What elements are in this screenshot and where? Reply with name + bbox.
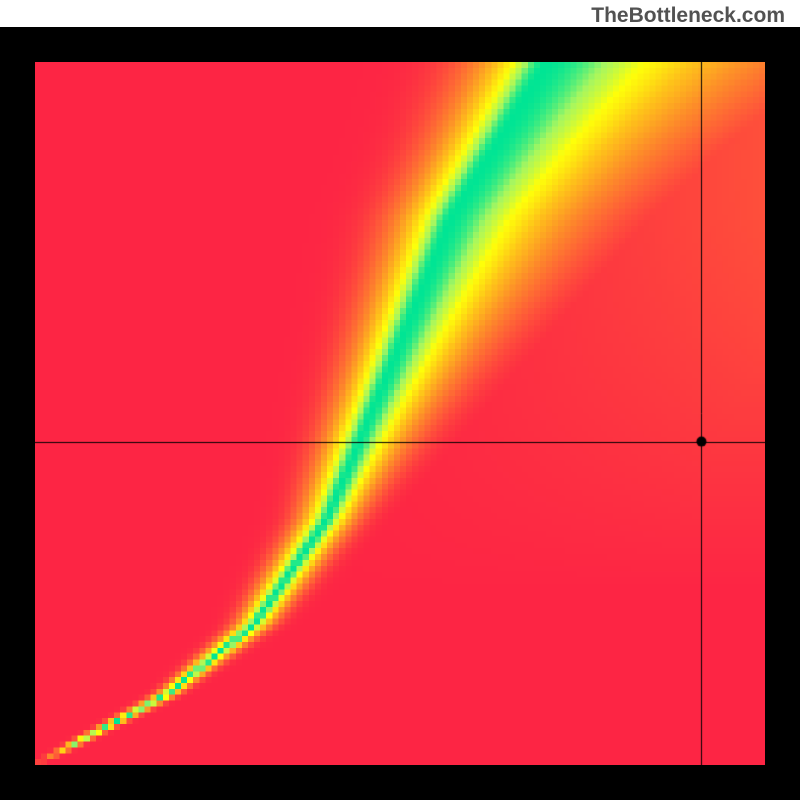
chart-container: TheBottleneck.com — [0, 0, 800, 800]
crosshair-overlay — [35, 62, 765, 765]
watermark-text: TheBottleneck.com — [591, 4, 785, 28]
plot-black-frame — [0, 27, 800, 800]
